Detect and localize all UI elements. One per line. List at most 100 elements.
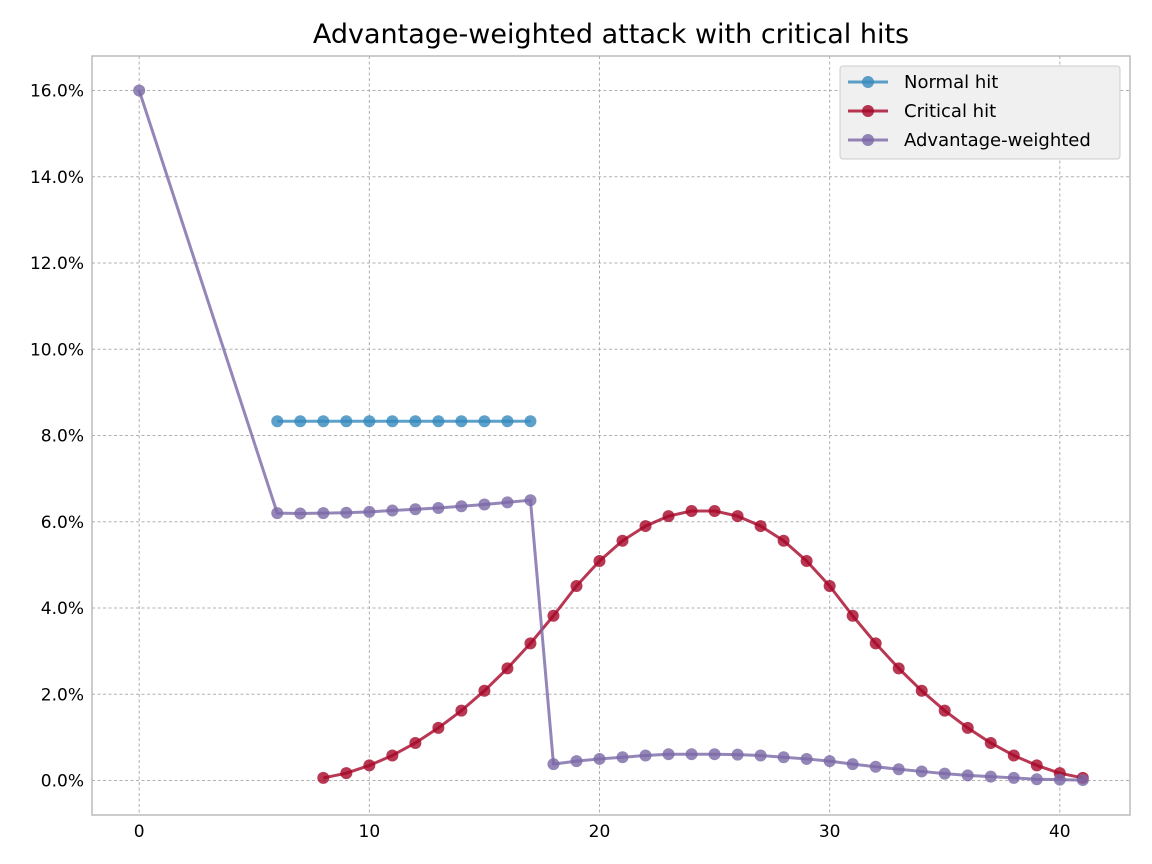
legend-marker bbox=[862, 134, 874, 146]
data-point-critical-hit bbox=[570, 580, 583, 593]
data-point-advantage-weighted bbox=[409, 503, 422, 516]
data-point-critical-hit bbox=[1030, 759, 1043, 772]
data-point-normal-hit bbox=[524, 415, 537, 428]
data-point-critical-hit bbox=[708, 504, 721, 517]
data-point-normal-hit bbox=[501, 415, 514, 428]
data-point-advantage-weighted bbox=[133, 84, 146, 97]
legend-item-advantage-weighted: Advantage-weighted bbox=[848, 130, 1091, 151]
data-point-critical-hit bbox=[915, 684, 928, 697]
data-point-critical-hit bbox=[685, 504, 698, 517]
data-point-advantage-weighted bbox=[777, 751, 790, 764]
data-point-advantage-weighted bbox=[317, 507, 330, 520]
data-point-advantage-weighted bbox=[340, 506, 353, 519]
data-point-critical-hit bbox=[938, 704, 951, 717]
legend-item-critical-hit: Critical hit bbox=[848, 101, 996, 122]
data-point-critical-hit bbox=[409, 736, 422, 749]
data-point-advantage-weighted bbox=[570, 755, 583, 768]
data-point-advantage-weighted bbox=[478, 498, 491, 511]
legend-marker bbox=[862, 76, 874, 88]
data-point-normal-hit bbox=[455, 415, 468, 428]
data-point-advantage-weighted bbox=[1007, 771, 1020, 784]
legend-label: Critical hit bbox=[904, 101, 996, 122]
y-tick-label: 6.0% bbox=[41, 513, 84, 533]
series-line-critical-hit bbox=[323, 509, 1084, 780]
data-point-advantage-weighted bbox=[1053, 773, 1066, 786]
data-point-advantage-weighted bbox=[800, 752, 813, 765]
data-point-critical-hit bbox=[777, 534, 790, 547]
data-point-advantage-weighted bbox=[708, 748, 721, 761]
data-point-advantage-weighted bbox=[823, 755, 836, 768]
data-point-critical-hit bbox=[869, 637, 882, 650]
data-point-critical-hit bbox=[754, 520, 767, 533]
data-point-critical-hit bbox=[340, 767, 353, 780]
data-point-advantage-weighted bbox=[616, 751, 629, 764]
x-tick-label: 10 bbox=[359, 822, 381, 842]
data-point-critical-hit bbox=[363, 759, 376, 772]
data-point-critical-hit bbox=[386, 749, 399, 762]
x-tick-label: 30 bbox=[819, 822, 841, 842]
data-point-advantage-weighted bbox=[271, 507, 284, 520]
data-point-advantage-weighted bbox=[547, 758, 560, 771]
data-point-normal-hit bbox=[340, 415, 353, 428]
data-point-critical-hit bbox=[524, 637, 537, 650]
data-point-advantage-weighted bbox=[892, 763, 905, 776]
data-point-normal-hit bbox=[432, 415, 445, 428]
y-tick-label: 4.0% bbox=[41, 599, 84, 619]
data-point-advantage-weighted bbox=[501, 496, 514, 509]
data-point-critical-hit bbox=[616, 534, 629, 547]
y-tick-label: 10.0% bbox=[30, 340, 84, 360]
data-point-critical-hit bbox=[984, 736, 997, 749]
data-point-advantage-weighted bbox=[685, 748, 698, 761]
legend: Normal hit Critical hit Advantage-weighted bbox=[839, 65, 1121, 160]
data-point-critical-hit bbox=[800, 554, 813, 567]
series-layer bbox=[133, 84, 1089, 787]
data-point-advantage-weighted bbox=[294, 507, 307, 520]
data-point-advantage-weighted bbox=[915, 765, 928, 778]
data-point-advantage-weighted bbox=[524, 494, 537, 507]
y-tick-label: 16.0% bbox=[30, 82, 84, 102]
data-point-critical-hit bbox=[478, 684, 491, 697]
data-point-advantage-weighted bbox=[938, 767, 951, 780]
data-point-normal-hit bbox=[317, 415, 330, 428]
data-point-normal-hit bbox=[271, 415, 284, 428]
data-point-critical-hit bbox=[731, 510, 744, 523]
data-point-advantage-weighted bbox=[662, 748, 675, 761]
x-tick-label: 0 bbox=[134, 822, 145, 842]
data-point-critical-hit bbox=[317, 771, 330, 784]
data-point-critical-hit bbox=[823, 580, 836, 593]
legend-label: Advantage-weighted bbox=[904, 130, 1091, 151]
x-tick-label: 40 bbox=[1049, 822, 1071, 842]
data-point-advantage-weighted bbox=[731, 748, 744, 761]
data-point-critical-hit bbox=[892, 662, 905, 675]
grid-lines bbox=[92, 56, 1130, 815]
data-point-critical-hit bbox=[547, 609, 560, 622]
data-point-critical-hit bbox=[1007, 749, 1020, 762]
chart-title: Advantage-weighted attack with critical … bbox=[313, 19, 909, 50]
data-point-critical-hit bbox=[593, 554, 606, 567]
data-point-critical-hit bbox=[455, 704, 468, 717]
x-tick-label: 20 bbox=[589, 822, 611, 842]
data-point-critical-hit bbox=[662, 510, 675, 523]
data-point-advantage-weighted bbox=[432, 501, 445, 514]
data-point-critical-hit bbox=[961, 721, 974, 734]
y-tick-label: 2.0% bbox=[41, 685, 84, 705]
legend-item-normal-hit: Normal hit bbox=[848, 72, 998, 93]
data-point-critical-hit bbox=[501, 662, 514, 675]
data-point-normal-hit bbox=[294, 415, 307, 428]
data-point-advantage-weighted bbox=[869, 760, 882, 773]
data-point-advantage-weighted bbox=[846, 758, 859, 771]
data-point-advantage-weighted bbox=[455, 500, 468, 513]
data-point-critical-hit bbox=[846, 609, 859, 622]
data-point-advantage-weighted bbox=[961, 769, 974, 782]
data-point-critical-hit bbox=[432, 721, 445, 734]
series-normal-hit bbox=[271, 415, 537, 428]
data-point-normal-hit bbox=[409, 415, 422, 428]
data-point-normal-hit bbox=[478, 415, 491, 428]
data-point-advantage-weighted bbox=[386, 504, 399, 517]
data-point-advantage-weighted bbox=[984, 770, 997, 783]
legend-marker bbox=[862, 105, 874, 117]
y-tick-label: 14.0% bbox=[30, 168, 84, 188]
data-point-advantage-weighted bbox=[593, 752, 606, 765]
data-point-advantage-weighted bbox=[639, 749, 652, 762]
